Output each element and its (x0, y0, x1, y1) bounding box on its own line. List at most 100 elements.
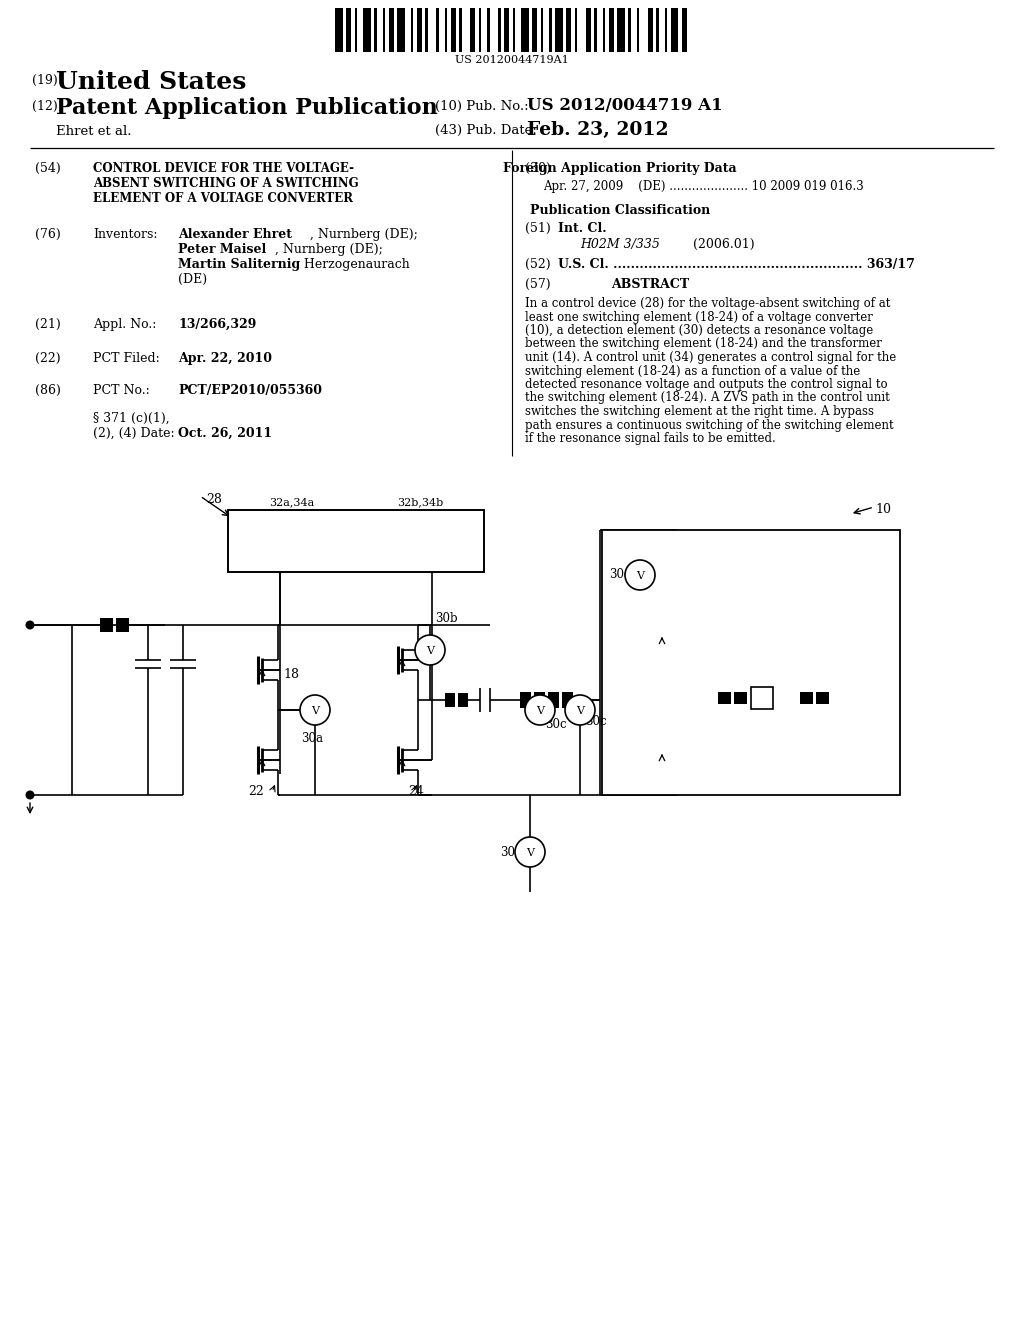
Text: Feb. 23, 2012: Feb. 23, 2012 (527, 121, 669, 139)
Bar (445, 693, 455, 708)
Text: the switching element (18-24). A ZVS path in the control unit: the switching element (18-24). A ZVS pat… (525, 392, 890, 404)
Bar (534, 692, 545, 708)
Bar (417, 8, 422, 51)
Bar (566, 8, 571, 51)
Text: 24: 24 (408, 785, 424, 799)
Circle shape (26, 791, 35, 800)
Text: V: V (426, 645, 434, 656)
Text: 30d: 30d (609, 569, 632, 582)
Circle shape (565, 696, 595, 725)
Text: (10), a detection element (30) detects a resonance voltage: (10), a detection element (30) detects a… (525, 323, 873, 337)
Text: (51): (51) (525, 222, 551, 235)
Text: 32a,34a: 32a,34a (269, 498, 314, 507)
Bar (478, 8, 481, 51)
Text: switches the switching element at the right time. A bypass: switches the switching element at the ri… (525, 405, 874, 418)
Text: V: V (526, 847, 534, 858)
Bar (354, 8, 357, 51)
Bar (617, 8, 625, 51)
Text: 32b,34b: 32b,34b (397, 498, 443, 507)
Text: CONTROL DEVICE FOR THE VOLTAGE-: CONTROL DEVICE FOR THE VOLTAGE- (93, 162, 354, 176)
Text: U.S. Cl. ......................................................... 363/17: U.S. Cl. ...............................… (558, 257, 914, 271)
Text: unit (14). A control unit (34) generates a control signal for the: unit (14). A control unit (34) generates… (525, 351, 896, 364)
Text: 30e: 30e (500, 846, 522, 858)
Text: PCT/EP2010/055360: PCT/EP2010/055360 (178, 384, 322, 397)
Bar (116, 618, 129, 632)
Bar (520, 692, 531, 708)
Text: least one switching element (18-24) of a voltage converter: least one switching element (18-24) of a… (525, 310, 872, 323)
Text: Oct. 26, 2011: Oct. 26, 2011 (178, 426, 272, 440)
Text: Appl. No.:: Appl. No.: (93, 318, 157, 331)
Text: , Nurnberg (DE);: , Nurnberg (DE); (275, 243, 383, 256)
Bar (470, 8, 475, 51)
Bar (532, 8, 537, 51)
Circle shape (26, 620, 35, 630)
Text: 30c: 30c (585, 715, 606, 729)
Circle shape (300, 696, 330, 725)
Text: switching element (18-24) as a function of a value of the: switching element (18-24) as a function … (525, 364, 860, 378)
Text: (2), (4) Date:: (2), (4) Date: (93, 426, 175, 440)
Text: Apr. 22, 2010: Apr. 22, 2010 (178, 352, 272, 366)
Text: 18: 18 (283, 668, 299, 681)
Bar (562, 692, 573, 708)
Bar (397, 8, 404, 51)
Bar (374, 8, 377, 51)
Text: if the resonance signal fails to be emitted.: if the resonance signal fails to be emit… (525, 432, 776, 445)
Circle shape (525, 696, 555, 725)
Bar (451, 8, 456, 51)
Bar (800, 692, 813, 704)
Text: Peter Maisel: Peter Maisel (178, 243, 266, 256)
Text: In a control device (28) for the voltage-absent switching of at: In a control device (28) for the voltage… (525, 297, 891, 310)
Bar (734, 692, 746, 704)
Text: Alexander Ehret: Alexander Ehret (178, 228, 292, 242)
Bar (718, 692, 731, 704)
Bar (521, 8, 528, 51)
Circle shape (625, 560, 655, 590)
Bar (444, 8, 447, 51)
Text: US 2012/0044719 A1: US 2012/0044719 A1 (527, 96, 723, 114)
Text: (2006.01): (2006.01) (693, 238, 755, 251)
Text: between the switching element (18-24) and the transformer: between the switching element (18-24) an… (525, 338, 882, 351)
Bar (637, 8, 639, 51)
Text: Martin Saliternig: Martin Saliternig (178, 257, 300, 271)
Text: (30): (30) (525, 162, 551, 176)
Bar (608, 8, 613, 51)
Text: (52): (52) (525, 257, 551, 271)
Text: (43) Pub. Date:: (43) Pub. Date: (435, 124, 537, 137)
Text: (22): (22) (35, 352, 60, 366)
Bar (487, 8, 489, 51)
Text: 28: 28 (206, 492, 222, 506)
Text: ELEMENT OF A VOLTAGE CONVERTER: ELEMENT OF A VOLTAGE CONVERTER (93, 191, 353, 205)
Text: path ensures a continuous switching of the switching element: path ensures a continuous switching of t… (525, 418, 894, 432)
Text: 20: 20 (423, 638, 439, 651)
Text: (12): (12) (32, 100, 57, 114)
Text: Inventors:: Inventors: (93, 228, 158, 242)
Text: ABSENT SWITCHING OF A SWITCHING: ABSENT SWITCHING OF A SWITCHING (93, 177, 358, 190)
Bar (512, 8, 515, 51)
Text: 22: 22 (248, 785, 264, 799)
Bar (549, 8, 552, 51)
Bar (647, 8, 652, 51)
Bar (228, 510, 484, 572)
Text: 10: 10 (874, 503, 891, 516)
Bar (682, 8, 686, 51)
Bar (594, 8, 597, 51)
Text: ABSTRACT: ABSTRACT (611, 279, 689, 290)
Text: PCT No.:: PCT No.: (93, 384, 150, 397)
Text: (57): (57) (525, 279, 551, 290)
Text: (76): (76) (35, 228, 60, 242)
Text: , Nurnberg (DE);: , Nurnberg (DE); (310, 228, 418, 242)
Text: Foreign Application Priority Data: Foreign Application Priority Data (503, 162, 737, 176)
Bar (383, 8, 385, 51)
Bar (548, 692, 559, 708)
Text: § 371 (c)(1),: § 371 (c)(1), (93, 412, 170, 425)
Bar (100, 618, 113, 632)
Text: V: V (311, 706, 319, 715)
Bar (751, 686, 773, 709)
Bar (458, 693, 468, 708)
Text: , Herzogenaurach: , Herzogenaurach (296, 257, 410, 271)
Text: (86): (86) (35, 384, 60, 397)
Bar (541, 8, 543, 51)
Text: detected resonance voltage and outputs the control signal to: detected resonance voltage and outputs t… (525, 378, 888, 391)
Bar (586, 8, 591, 51)
Text: (21): (21) (35, 318, 60, 331)
